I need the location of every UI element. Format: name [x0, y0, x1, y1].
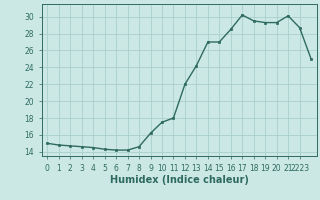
X-axis label: Humidex (Indice chaleur): Humidex (Indice chaleur)	[110, 175, 249, 185]
